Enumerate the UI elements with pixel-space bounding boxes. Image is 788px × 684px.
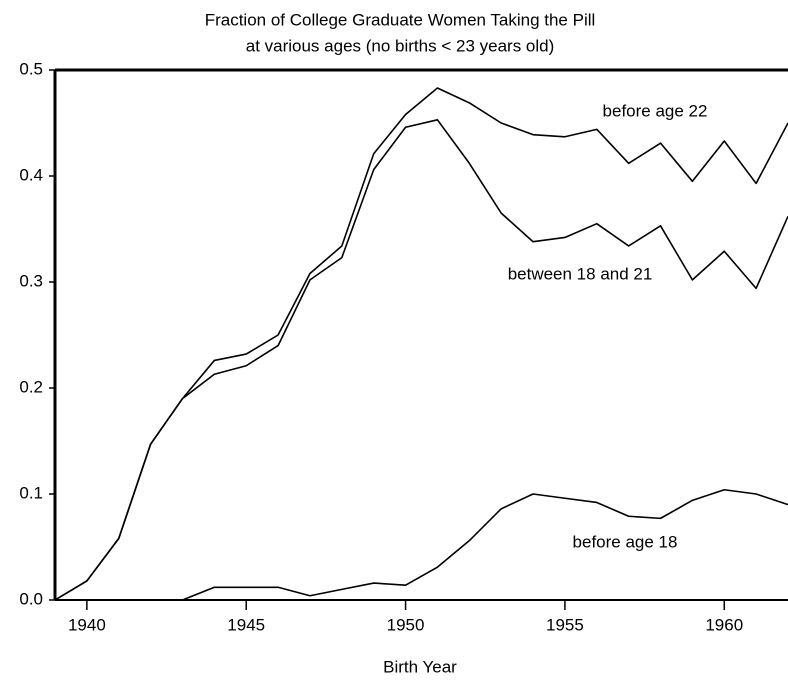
x-tick-label: 1940: [68, 615, 106, 634]
y-tick-label: 0.3: [19, 271, 43, 290]
y-tick-label: 0.1: [19, 483, 43, 502]
y-tick-label: 0.5: [19, 59, 43, 78]
series-label: before age 22: [603, 101, 708, 120]
series-line: [54, 119, 788, 601]
series-line: [54, 87, 788, 601]
series-line: [182, 488, 788, 601]
x-axis-label: Birth Year: [383, 657, 457, 676]
series-label: between 18 and 21: [508, 264, 653, 283]
series-label: before age 18: [573, 532, 678, 551]
x-tick-label: 1950: [387, 615, 425, 634]
x-tick-label: 1960: [705, 615, 743, 634]
y-tick-label: 0.0: [19, 589, 43, 608]
chart-title: Fraction of College Graduate Women Takin…: [205, 10, 596, 29]
chart-subtitle: at various ages (no births < 23 years ol…: [246, 36, 555, 55]
x-tick-label: 1945: [227, 615, 265, 634]
y-tick-label: 0.4: [19, 165, 43, 184]
y-tick-label: 0.2: [19, 377, 43, 396]
x-tick-label: 1955: [546, 615, 584, 634]
